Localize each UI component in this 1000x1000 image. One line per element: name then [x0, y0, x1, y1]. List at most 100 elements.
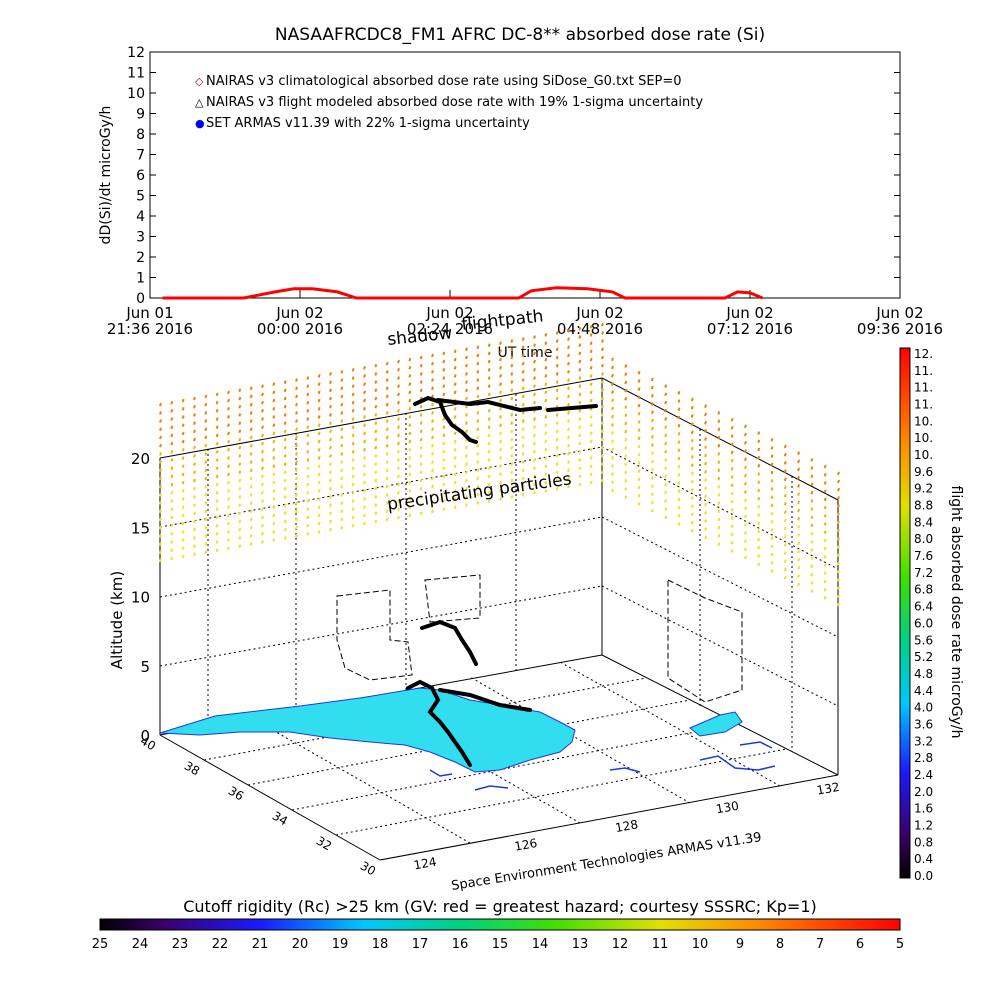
- particle-mark: [487, 417, 491, 421]
- particle-mark: [238, 462, 242, 466]
- particle-mark: [717, 419, 721, 423]
- particle-mark: [499, 406, 502, 411]
- particle-mark: [272, 390, 276, 395]
- particle-mark: [730, 508, 734, 512]
- particle-mark: [823, 554, 827, 559]
- particle-mark: [677, 481, 681, 485]
- particle-mark: [306, 376, 310, 380]
- particle-mark: [374, 372, 378, 376]
- top-y-tick-label: 11: [127, 66, 145, 82]
- particle-mark: [589, 374, 593, 378]
- particle-mark: [193, 470, 196, 475]
- particle-mark: [743, 498, 747, 502]
- particle-mark: [797, 525, 801, 529]
- particle-mark: [283, 445, 287, 450]
- particle-mark: [272, 415, 276, 419]
- particle-mark: [453, 472, 457, 477]
- particle-mark: [810, 458, 814, 462]
- particle-mark: [567, 427, 570, 432]
- particle-mark: [317, 415, 321, 419]
- particle-mark: [499, 398, 502, 403]
- particle-mark: [664, 400, 668, 405]
- particle-mark: [408, 423, 412, 427]
- particle-mark: [499, 374, 502, 378]
- legend-marker-0: ◇: [195, 75, 204, 88]
- particle-mark: [193, 454, 196, 458]
- particle-mark: [249, 411, 253, 415]
- particle-mark: [743, 432, 747, 437]
- particle-mark: [555, 421, 559, 425]
- particle-mark: [637, 452, 641, 457]
- particle-mark: [589, 333, 593, 337]
- particle-mark: [533, 449, 536, 454]
- particle-mark: [249, 501, 253, 505]
- particle-mark: [624, 429, 628, 434]
- particle-mark: [204, 435, 208, 440]
- particle-mark: [650, 394, 654, 398]
- particle-mark: [743, 457, 747, 461]
- particle-mark: [317, 439, 321, 444]
- particle-mark: [397, 400, 400, 405]
- particle-mark: [181, 431, 185, 436]
- particle-mark: [249, 402, 253, 407]
- particle-mark: [650, 467, 654, 472]
- particle-mark: [453, 439, 457, 444]
- particle-mark: [215, 548, 219, 553]
- particle-mark: [567, 386, 570, 391]
- particle-mark: [193, 429, 196, 434]
- particle-mark: [810, 548, 814, 552]
- particle-mark: [181, 447, 185, 452]
- particle-mark: [601, 429, 604, 434]
- particle-mark: [227, 546, 230, 551]
- particle-mark: [601, 462, 604, 466]
- dose-colorbar-tick-label: 6.0: [914, 616, 933, 630]
- particle-mark: [783, 551, 787, 555]
- particle-mark: [363, 497, 366, 501]
- particle-mark: [374, 462, 378, 466]
- dose-colorbar-tick-label: 10.: [914, 431, 933, 445]
- particle-mark: [476, 361, 480, 366]
- particle-mark: [690, 479, 694, 484]
- particle-mark: [783, 444, 787, 449]
- particle-mark: [249, 386, 253, 391]
- cutoff-rigidity-tick-label: 20: [292, 937, 309, 952]
- particle-mark: [690, 496, 694, 500]
- particle-mark: [215, 400, 219, 405]
- particle-mark: [730, 458, 734, 463]
- particle-mark: [837, 545, 840, 549]
- particle-mark: [730, 532, 734, 537]
- particle-mark: [465, 388, 468, 393]
- particle-mark: [363, 406, 366, 411]
- dose-colorbar-tick-label: 10.: [914, 414, 933, 428]
- particle-mark: [193, 421, 196, 425]
- particle-mark: [499, 439, 502, 444]
- particle-mark: [770, 454, 774, 458]
- latitude-tick-label: 36: [226, 784, 246, 804]
- particle-mark: [442, 507, 446, 512]
- particle-mark: [159, 460, 162, 464]
- particle-mark: [611, 447, 614, 452]
- particle-mark: [510, 363, 514, 368]
- particle-mark: [567, 402, 570, 407]
- dose-colorbar-tick-label: 9.2: [914, 482, 933, 496]
- particle-mark: [544, 480, 548, 485]
- particle-mark: [783, 452, 787, 457]
- particle-mark: [385, 452, 389, 456]
- particle-mark: [476, 353, 480, 358]
- particle-mark: [743, 555, 747, 560]
- particle-mark: [204, 525, 208, 530]
- particle-mark: [431, 476, 434, 481]
- particle-mark: [823, 546, 827, 551]
- particle-mark: [227, 538, 230, 542]
- dose-colorbar-ticks: 12. 11. 11. 11. 10. 10. 10. 9.6 9.2 8.8 8.4 8.0 7.6 7…: [914, 347, 933, 883]
- particle-mark: [340, 517, 344, 522]
- particle-mark: [601, 322, 604, 327]
- particle-mark: [664, 482, 668, 487]
- particle-mark: [757, 439, 761, 444]
- particle-mark: [408, 439, 412, 444]
- particle-mark: [730, 483, 734, 488]
- particle-mark: [499, 447, 502, 452]
- particle-mark: [419, 388, 423, 393]
- particle-mark: [465, 486, 468, 491]
